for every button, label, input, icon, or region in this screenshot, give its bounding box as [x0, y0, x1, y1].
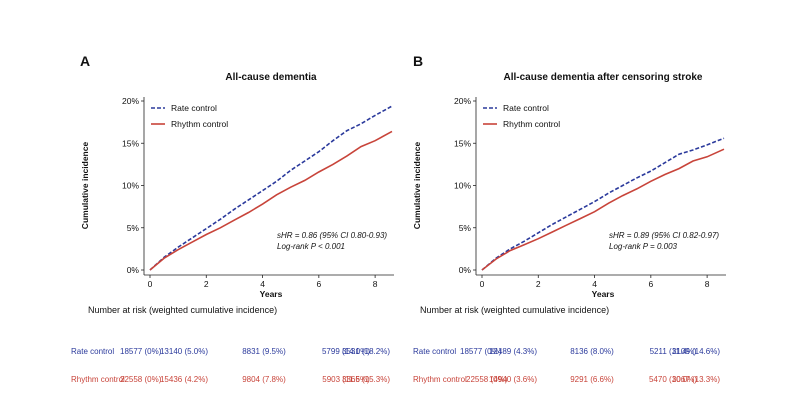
panel-label: A — [80, 53, 90, 69]
risk-cell: 3109 (14.6%) — [672, 347, 720, 356]
y-tick-label: 5% — [127, 223, 140, 233]
risk-cell: 8831 (9.5%) — [242, 347, 286, 356]
risk-cell: 5211 (11.4%) — [650, 347, 697, 356]
risk-cell: 9291 (6.6%) — [570, 375, 614, 384]
x-tick-label: 2 — [204, 279, 209, 289]
risk-cell: 13140 (5.0%) — [160, 347, 208, 356]
risk-cell: 3531 (18.2%) — [342, 347, 390, 356]
risk-cell: 3067 (13.3%) — [672, 375, 720, 384]
y-tick-label: 0% — [127, 265, 140, 275]
x-tick-label: 4 — [592, 279, 597, 289]
risk-table-header: Number at risk (weighted cumulative inci… — [88, 305, 277, 315]
x-tick-label: 6 — [648, 279, 653, 289]
risk-row-label: Rhythm control — [71, 375, 125, 384]
y-tick-label: 10% — [122, 181, 139, 191]
chart-title: All-cause dementia — [225, 72, 317, 83]
x-tick-label: 0 — [148, 279, 153, 289]
legend-label: Rate control — [171, 103, 217, 113]
stat-annotation: sHR = 0.89 (95% CI 0.82-0.97) — [609, 231, 719, 240]
y-tick-label: 20% — [454, 96, 471, 106]
y-axis-label: Cumulative incidence — [80, 142, 90, 230]
risk-cell: 15436 (4.2%) — [160, 375, 208, 384]
y-tick-label: 10% — [454, 181, 471, 191]
x-axis-label: Years — [592, 289, 615, 299]
y-tick-label: 15% — [454, 138, 471, 148]
y-tick-label: 0% — [459, 265, 472, 275]
risk-cell: 18577 (0%) — [120, 347, 162, 356]
risk-table-header: Number at risk (weighted cumulative inci… — [420, 305, 609, 315]
risk-cell: 3365 (15.3%) — [342, 375, 390, 384]
risk-cell: 5799 (14.0%) — [322, 347, 370, 356]
series-line-rate-control — [481, 137, 725, 271]
risk-cell: 5470 (10.0%) — [649, 375, 697, 384]
series-line-rate-control — [149, 105, 393, 271]
risk-cell: 22558 (0%) — [120, 375, 162, 384]
risk-cell: 14940 (3.6%) — [489, 375, 537, 384]
x-tick-label: 4 — [260, 279, 265, 289]
x-axis-label: Years — [260, 289, 283, 299]
stat-annotation: Log-rank P < 0.001 — [277, 242, 345, 251]
risk-cell: 5903 (11.6%) — [322, 375, 370, 384]
series-line-rhythm-control — [481, 148, 725, 271]
y-tick-label: 5% — [459, 223, 472, 233]
y-axis-label: Cumulative incidence — [412, 142, 422, 230]
panel-label: B — [413, 53, 423, 69]
chart-title: All-cause dementia after censoring strok… — [504, 72, 703, 83]
risk-cell: 8136 (8.0%) — [570, 347, 614, 356]
risk-row-label: Rate control — [413, 347, 456, 356]
x-tick-label: 8 — [373, 279, 378, 289]
y-tick-label: 20% — [122, 96, 139, 106]
legend-label: Rhythm control — [171, 119, 228, 129]
series-line-rhythm-control — [149, 130, 393, 271]
x-tick-label: 8 — [705, 279, 710, 289]
risk-row-label: Rate control — [71, 347, 114, 356]
panel-a: A All-cause dementia 0% 5% 10% 15% 20% 0 2 4 6 8 Yea… — [71, 53, 394, 384]
legend-label: Rate control — [503, 103, 549, 113]
risk-cell: 12489 (4.3%) — [489, 347, 537, 356]
panel-b: B All-cause dementia after censoring stro… — [412, 53, 726, 384]
y-tick-label: 15% — [122, 138, 139, 148]
stat-annotation: sHR = 0.86 (95% CI 0.80-0.93) — [277, 231, 387, 240]
stat-annotation: Log-rank P = 0.003 — [609, 242, 678, 251]
risk-cell: 22558 (0%) — [466, 375, 508, 384]
risk-cell: 18577 (0%) — [460, 347, 502, 356]
x-tick-label: 6 — [316, 279, 321, 289]
risk-row-label: Rhythm control — [413, 375, 467, 384]
x-tick-label: 0 — [480, 279, 485, 289]
risk-cell: 9804 (7.8%) — [242, 375, 286, 384]
x-tick-label: 2 — [536, 279, 541, 289]
legend-label: Rhythm control — [503, 119, 560, 129]
